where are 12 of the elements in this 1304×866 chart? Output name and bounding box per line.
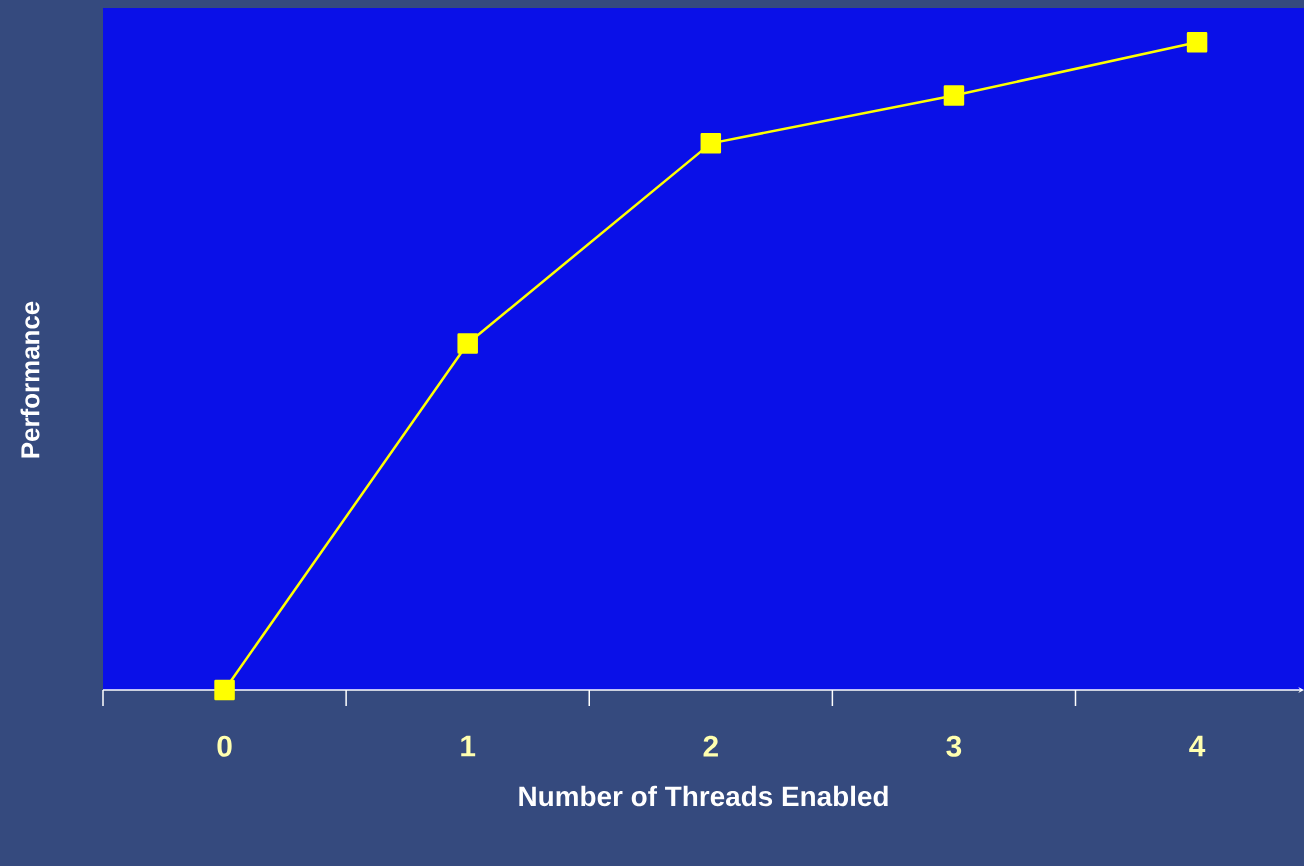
x-tick-label: 4 xyxy=(1189,735,1206,757)
point xyxy=(700,133,722,154)
point xyxy=(457,333,478,354)
x-tick-label: 1 xyxy=(461,735,476,757)
point xyxy=(1186,32,1208,53)
x-tick-label: 2 xyxy=(703,735,718,757)
y-axis-title: Performance xyxy=(20,301,40,458)
point xyxy=(943,85,965,106)
x-tick-label: 3 xyxy=(946,735,962,757)
point xyxy=(214,679,235,701)
x-tick-label: 0 xyxy=(217,735,232,757)
x-axis-title: Number of Threads Enabled xyxy=(519,785,888,807)
